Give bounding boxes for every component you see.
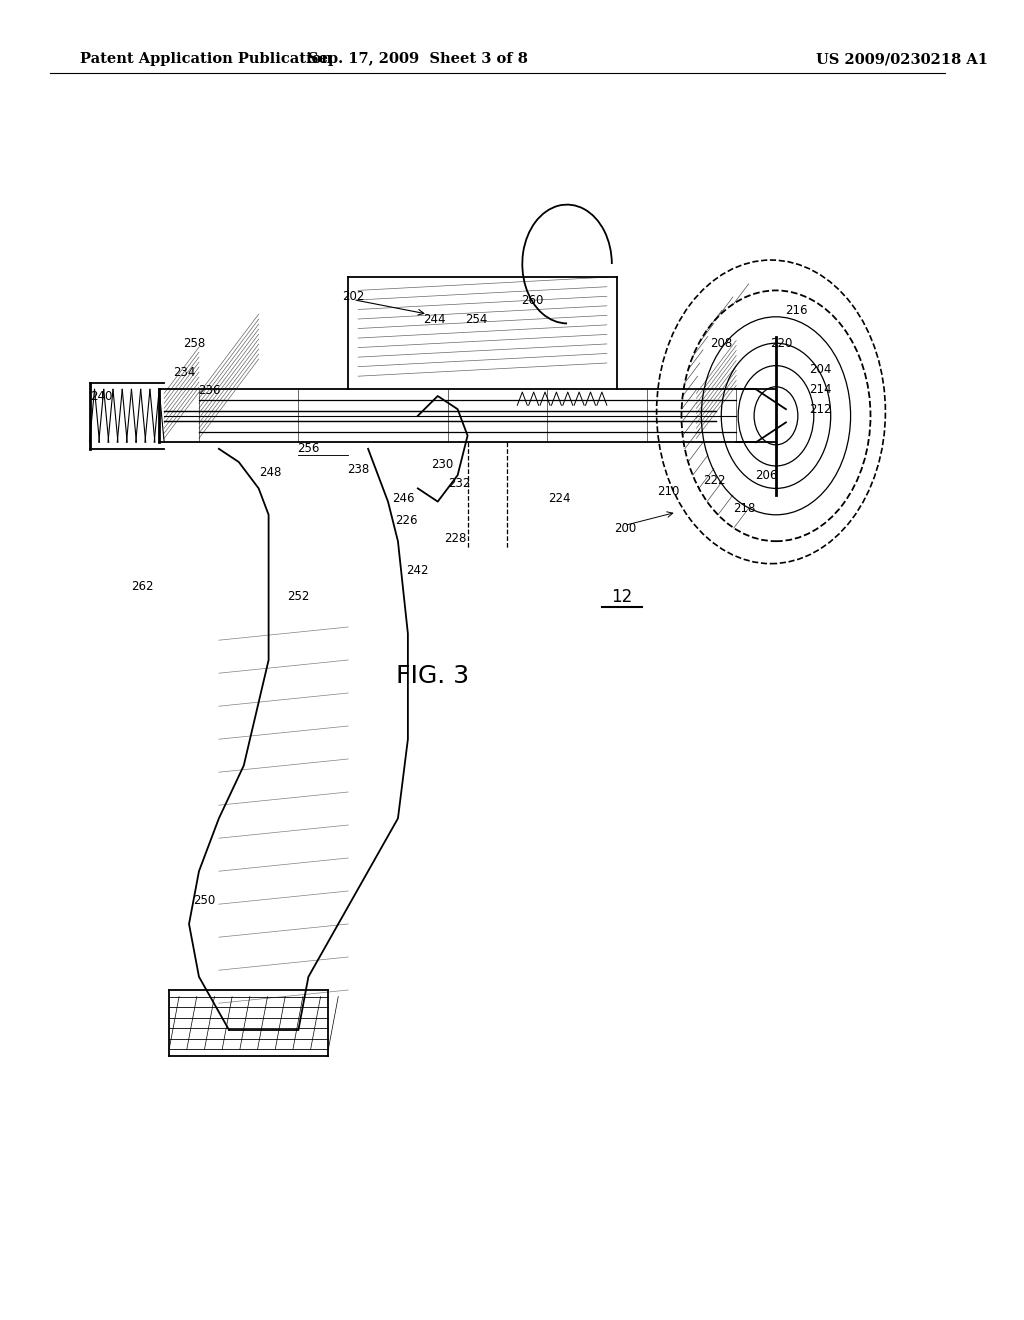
- Text: 226: 226: [394, 513, 417, 527]
- Text: 206: 206: [755, 469, 777, 482]
- Text: 200: 200: [613, 521, 636, 535]
- Text: 214: 214: [810, 383, 831, 396]
- Text: 254: 254: [465, 313, 487, 326]
- Text: 232: 232: [449, 477, 471, 490]
- Text: Sep. 17, 2009  Sheet 3 of 8: Sep. 17, 2009 Sheet 3 of 8: [308, 53, 527, 66]
- Text: 246: 246: [391, 492, 414, 506]
- Text: FIG. 3: FIG. 3: [396, 664, 469, 688]
- Text: 204: 204: [810, 363, 831, 376]
- Text: 230: 230: [431, 458, 454, 471]
- Text: 256: 256: [297, 442, 319, 455]
- Text: 262: 262: [131, 579, 154, 593]
- Text: 236: 236: [198, 384, 220, 397]
- Text: 250: 250: [193, 894, 215, 907]
- Text: 220: 220: [770, 337, 793, 350]
- Text: 248: 248: [259, 466, 282, 479]
- Text: 258: 258: [183, 337, 205, 350]
- Text: 222: 222: [703, 474, 726, 487]
- Text: US 2009/0230218 A1: US 2009/0230218 A1: [816, 53, 988, 66]
- Text: 218: 218: [733, 502, 756, 515]
- Text: 242: 242: [407, 564, 429, 577]
- Text: 208: 208: [710, 337, 732, 350]
- Text: Patent Application Publication: Patent Application Publication: [80, 53, 332, 66]
- Text: 238: 238: [347, 463, 370, 477]
- Text: 202: 202: [342, 290, 365, 304]
- Text: 234: 234: [173, 366, 196, 379]
- Text: 210: 210: [657, 484, 680, 498]
- Text: 260: 260: [521, 294, 544, 308]
- Text: 252: 252: [288, 590, 309, 603]
- Text: 240: 240: [90, 389, 113, 403]
- Text: 224: 224: [548, 492, 570, 506]
- Text: 216: 216: [784, 304, 807, 317]
- Text: 244: 244: [424, 313, 446, 326]
- Text: 12: 12: [611, 587, 633, 606]
- Text: 228: 228: [444, 532, 467, 545]
- Text: 212: 212: [810, 403, 831, 416]
